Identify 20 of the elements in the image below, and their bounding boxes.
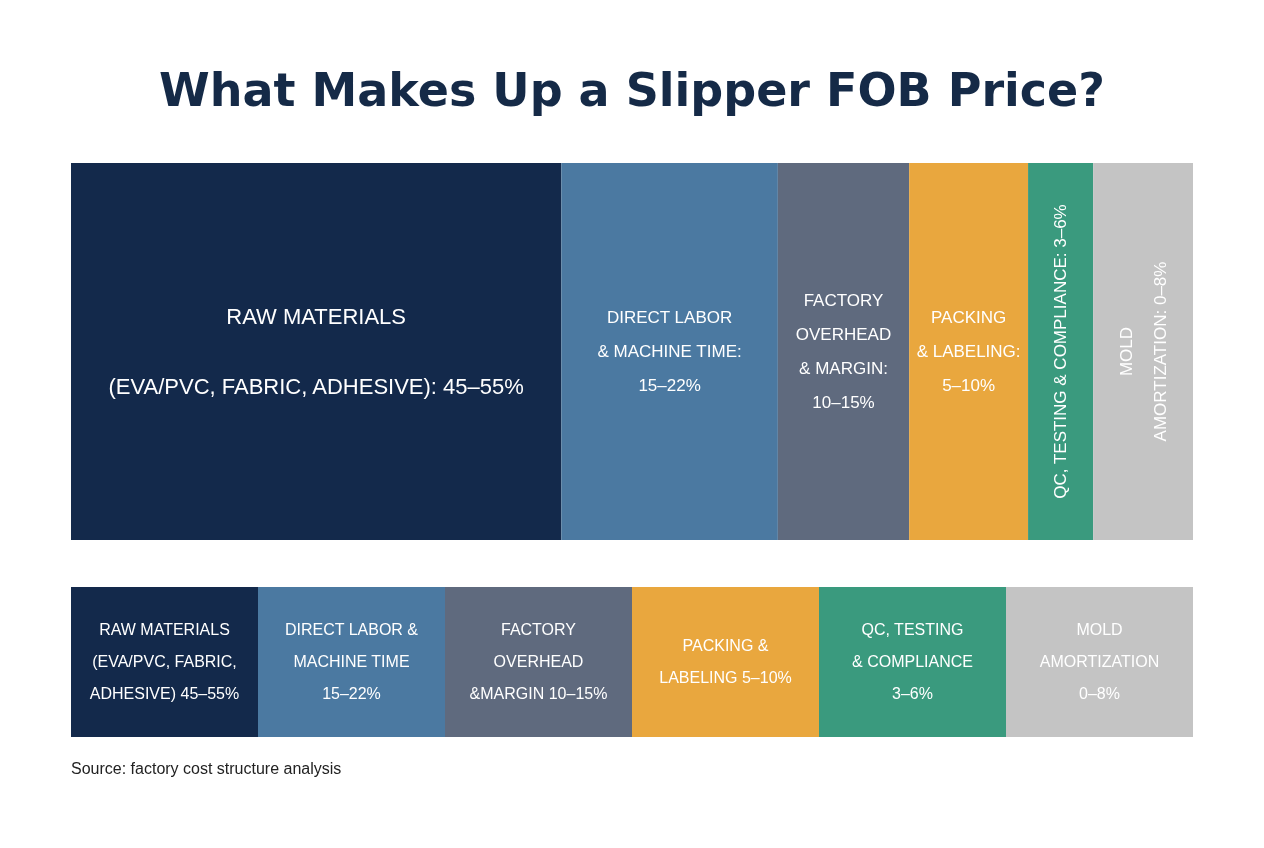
category-label: MOLD AMORTIZATION 0–8% — [1006, 587, 1193, 737]
text: RAW MATERIALS (EVA/PVC, FABRIC, ADHESIVE): 45–55% — [108, 304, 524, 399]
category-label: DIRECT LABOR & MACHINE TIME 15–22% — [258, 587, 445, 737]
category-label: PACKING & LABELING 5–10% — [632, 587, 819, 737]
series-label: DIRECT LABOR & MACHINE TIME: 15–22% — [597, 308, 742, 395]
series-label: PACKING & LABELING: 5–10% — [916, 308, 1021, 395]
bar — [561, 163, 778, 540]
bar — [1093, 163, 1193, 540]
bar — [777, 163, 910, 540]
category-label: RAW MATERIALS (EVA/PVC, FABRIC, ADHESIVE) 45–55% — [71, 587, 258, 737]
series-label: QC, TESTING & COMPLIANCE: 3–6% — [1051, 204, 1071, 499]
series-label: MOLD AMORTIZATION: 0–8% — [1116, 261, 1170, 442]
source-note: Source: factory cost structure analysis — [71, 760, 342, 778]
bar — [1028, 163, 1094, 540]
series-label: FACTORY OVERHEAD & MARGIN: 10–15% — [795, 291, 892, 412]
chart-title: What Makes Up a Slipper FOB Price? — [159, 63, 1105, 117]
bar — [71, 163, 562, 540]
bar — [909, 163, 1029, 540]
category-label: QC, TESTING & COMPLIANCE 3–6% — [819, 587, 1006, 737]
category-label: FACTORY OVERHEAD &MARGIN 10–15% — [445, 587, 632, 737]
